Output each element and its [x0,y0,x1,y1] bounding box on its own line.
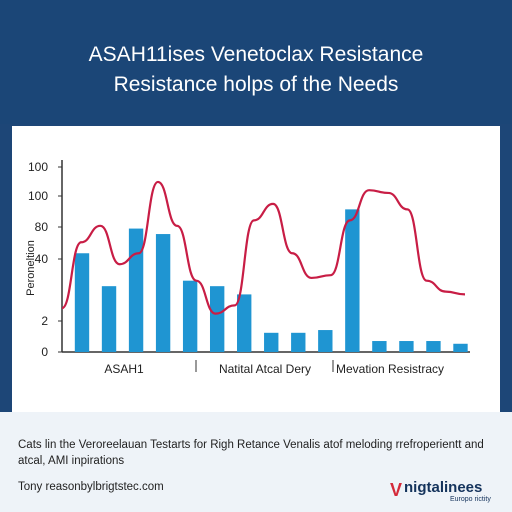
chart-bar [128,228,144,352]
chart-caption: Cats lin the Veroreelauan Testarts for R… [18,439,484,467]
chart-bar [426,341,441,352]
chart-bar [155,234,171,352]
page-subtitle: Resistance holps of the Needs [113,73,399,96]
chart-bar [264,332,279,352]
y-tick-label: 100 [28,189,48,203]
chart-bar [101,286,117,352]
page-title: ASAH11ises Venetoclax Resistance [88,43,424,66]
header-banner: ASAH11ises Venetoclax Resistance Resista… [0,0,512,124]
x-group-label: ASAH1 [104,362,144,376]
source-credit: Tony reasonbylbrigtstec.com [18,481,164,493]
x-group-label: Natital Atcal Dery [219,362,311,376]
y-tick-label: 2 [41,314,48,328]
logo-mark-icon: V [390,480,403,500]
chart-bar [453,343,468,352]
x-group-label: Mevation Resistracy [336,362,444,376]
chart-bar [74,253,90,352]
series-line [61,180,466,315]
chart-bar [237,294,252,352]
chart-bar [209,286,225,352]
y-tick-label: 40 [35,252,49,266]
footer-panel [0,412,512,512]
chart-panel [12,126,500,412]
logo-tagline: Europo rictity [450,496,491,503]
y-axis-label: Peroneltion [25,240,37,296]
chart-bar [182,280,198,352]
y-tick-label: 0 [41,345,48,359]
chart-bar [291,332,306,352]
y-tick-label: 100 [28,160,48,174]
chart-bar [318,330,333,352]
chart-bar [345,209,360,352]
chart-bar [372,341,387,352]
brand-logo: V nigtalinees Europo rictity [390,476,502,506]
logo-wordmark: nigtalinees [404,479,483,496]
y-tick-label: 80 [35,220,49,234]
chart-bar [399,341,414,352]
